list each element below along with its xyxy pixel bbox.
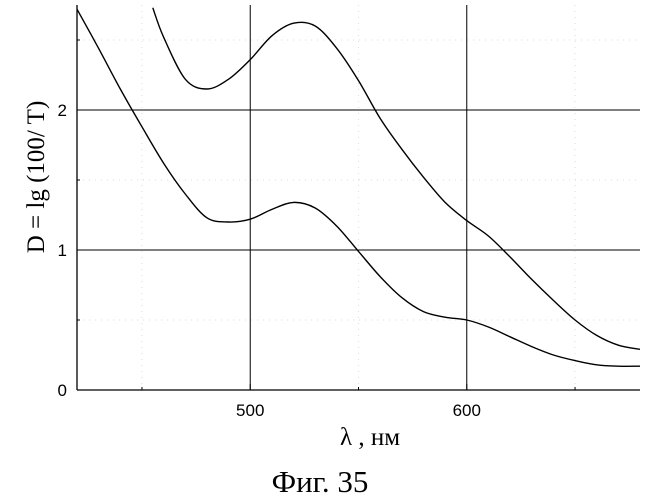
series-line-2 xyxy=(153,8,640,350)
x-tick-label: 600 xyxy=(453,401,481,420)
y-tick-label: 1 xyxy=(58,241,67,260)
grid-lines xyxy=(77,5,640,390)
series-group xyxy=(77,8,640,367)
x-tick-label: 500 xyxy=(236,401,264,420)
y-axis-label: D = lg (100/ T) xyxy=(23,101,50,254)
series-line-1 xyxy=(77,9,640,366)
y-tick-label: 2 xyxy=(58,101,67,120)
ticks: 500 600 0 1 2 xyxy=(58,40,576,420)
figure-caption: Фиг. 35 xyxy=(272,464,369,499)
y-tick-label: 0 xyxy=(58,381,67,400)
x-axis-label: λ , нм xyxy=(340,424,400,451)
